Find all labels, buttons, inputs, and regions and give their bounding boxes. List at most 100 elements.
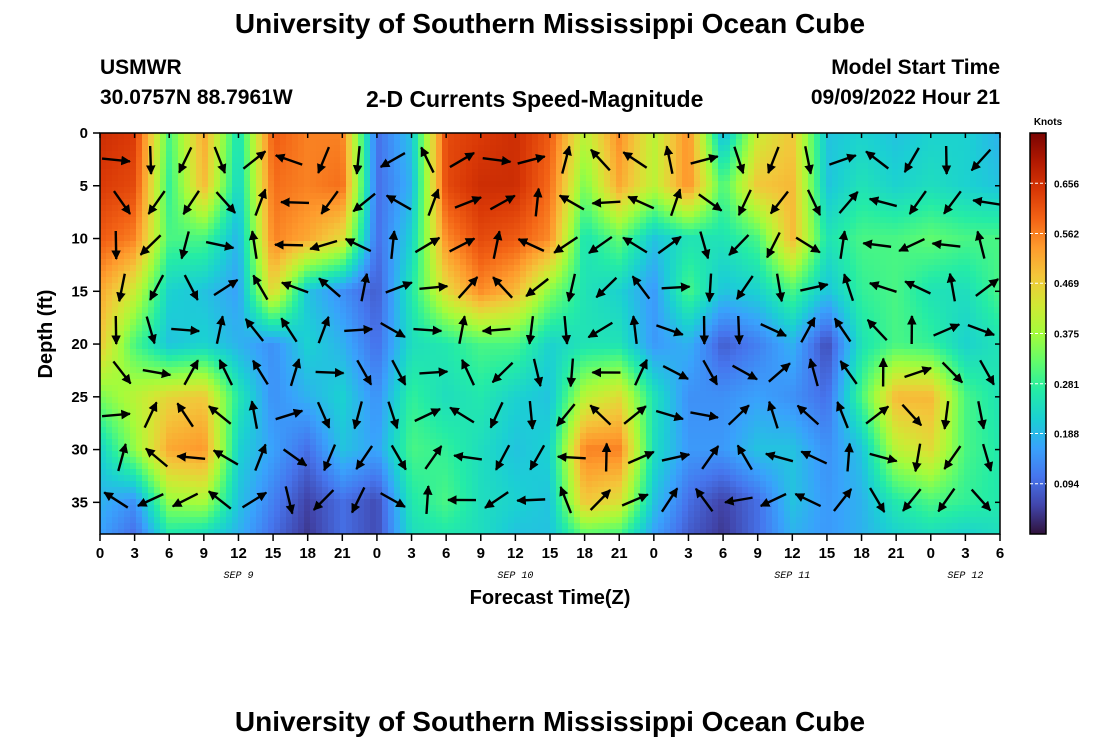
heatmap-cell <box>220 331 227 338</box>
heatmap-cell <box>922 199 929 206</box>
heatmap-cell <box>928 289 935 296</box>
heatmap-cell <box>616 241 623 248</box>
heatmap-cell <box>772 133 779 140</box>
heatmap-cell <box>142 295 149 302</box>
heatmap-cell <box>958 265 965 272</box>
heatmap-cell <box>406 247 413 254</box>
heatmap-cell <box>760 163 767 170</box>
heatmap-cell <box>682 259 689 266</box>
heatmap-cell <box>634 175 641 182</box>
heatmap-cell <box>730 145 737 152</box>
heatmap-cell <box>904 301 911 308</box>
heatmap-cell <box>202 313 209 320</box>
heatmap-cell <box>112 259 119 266</box>
heatmap-cell <box>406 295 413 302</box>
heatmap-cell <box>106 139 113 146</box>
heatmap-cell <box>826 247 833 254</box>
heatmap-cell <box>100 217 107 224</box>
heatmap-cell <box>112 223 119 230</box>
heatmap-cell <box>682 199 689 206</box>
heatmap-cell <box>238 187 245 194</box>
heatmap-cell <box>166 295 173 302</box>
heatmap-cell <box>484 289 491 296</box>
heatmap-cell <box>610 271 617 278</box>
heatmap-cell <box>622 211 629 218</box>
heatmap-cell <box>796 175 803 182</box>
heatmap-cell <box>112 205 119 212</box>
heatmap-cell <box>598 187 605 194</box>
heatmap-cell <box>850 217 857 224</box>
heatmap-cell <box>334 193 341 200</box>
heatmap-cell <box>844 223 851 230</box>
heatmap-cell <box>448 325 455 332</box>
heatmap-cell <box>310 229 317 236</box>
heatmap-cell <box>472 289 479 296</box>
heatmap-cell <box>454 313 461 320</box>
heatmap-cell <box>922 169 929 176</box>
heatmap-cell <box>622 157 629 164</box>
heatmap-cell <box>856 139 863 146</box>
heatmap-cell <box>820 163 827 170</box>
heatmap-cell <box>358 193 365 200</box>
heatmap-cell <box>232 163 239 170</box>
heatmap-cell <box>208 187 215 194</box>
heatmap-cell <box>394 325 401 332</box>
heatmap-cell <box>418 223 425 230</box>
heatmap-cell <box>334 253 341 260</box>
heatmap-cell <box>142 133 149 140</box>
heatmap-cell <box>820 229 827 236</box>
heatmap-cell <box>682 247 689 254</box>
heatmap-cell <box>202 187 209 194</box>
heatmap-cell <box>610 139 617 146</box>
heatmap-cell <box>946 235 953 242</box>
heatmap-cell <box>538 271 545 278</box>
heatmap-cell <box>550 301 557 308</box>
heatmap-cell <box>898 283 905 290</box>
heatmap-cell <box>370 151 377 158</box>
heatmap-cell <box>418 187 425 194</box>
heatmap-cell <box>118 145 125 152</box>
heatmap-cell <box>586 283 593 290</box>
heatmap-cell <box>700 307 707 314</box>
heatmap-cell <box>520 193 527 200</box>
heatmap-cell <box>580 157 587 164</box>
heatmap-cell <box>196 205 203 212</box>
heatmap-cell <box>688 289 695 296</box>
heatmap-cell <box>898 271 905 278</box>
heatmap-cell <box>142 175 149 182</box>
heatmap-cell <box>694 199 701 206</box>
heatmap-cell <box>172 235 179 242</box>
heatmap-cell <box>316 193 323 200</box>
heatmap-cell <box>730 157 737 164</box>
heatmap-cell <box>802 319 809 326</box>
heatmap-cell <box>526 277 533 284</box>
heatmap-cell <box>160 307 167 314</box>
heatmap-cell <box>970 265 977 272</box>
heatmap-cell <box>478 241 485 248</box>
heatmap-cell <box>610 163 617 170</box>
heatmap-cell <box>760 319 767 326</box>
heatmap-cell <box>286 289 293 296</box>
heatmap-cell <box>616 253 623 260</box>
heatmap-cell <box>376 247 383 254</box>
heatmap-cell <box>928 259 935 266</box>
heatmap-cell <box>346 271 353 278</box>
heatmap-cell <box>154 271 161 278</box>
heatmap-cell <box>628 229 635 236</box>
heatmap-cell <box>490 217 497 224</box>
heatmap-cell <box>796 307 803 314</box>
heatmap-cell <box>850 235 857 242</box>
heatmap-cell <box>448 307 455 314</box>
heatmap-cell <box>586 295 593 302</box>
heatmap-cell <box>466 139 473 146</box>
heatmap-cell <box>118 277 125 284</box>
heatmap-cell <box>310 187 317 194</box>
heatmap-cell <box>352 145 359 152</box>
heatmap-cell <box>754 187 761 194</box>
heatmap-cell <box>394 217 401 224</box>
heatmap-cell <box>550 211 557 218</box>
heatmap-cell <box>358 157 365 164</box>
heatmap-cell <box>442 157 449 164</box>
heatmap-cell <box>628 295 635 302</box>
heatmap-cell <box>394 247 401 254</box>
